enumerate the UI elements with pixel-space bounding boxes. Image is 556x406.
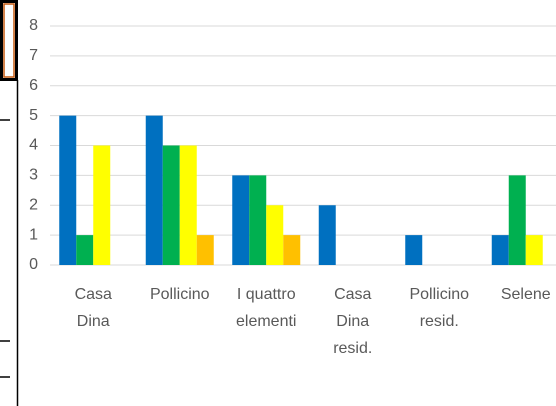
bar <box>405 235 423 265</box>
frame-inner <box>3 3 15 78</box>
bar <box>283 235 301 265</box>
x-tick-label: I quattro elementi <box>236 286 297 330</box>
y-tick-label: 4 <box>29 137 38 154</box>
bar <box>318 205 336 265</box>
bar <box>145 115 163 265</box>
y-tick-label: 7 <box>29 47 38 64</box>
bar <box>162 145 180 265</box>
y-tick-label: 0 <box>29 256 38 273</box>
bar <box>232 175 250 265</box>
y-tick-label: 1 <box>29 226 38 243</box>
bar <box>249 175 267 265</box>
bar <box>93 145 111 265</box>
bar <box>179 145 197 265</box>
x-tick-label: Casa Dina resid. <box>333 286 373 357</box>
x-tick-label: Selene <box>500 286 551 303</box>
y-tick-label: 3 <box>29 167 38 184</box>
x-tick-label: Pollicino resid. <box>409 286 470 330</box>
y-tick-label: 5 <box>29 107 38 124</box>
bar <box>508 175 526 265</box>
y-tick-label: 2 <box>29 196 38 213</box>
bar <box>76 235 94 265</box>
y-tick-label: 6 <box>29 77 38 94</box>
y-tick-label: 8 <box>29 17 38 34</box>
bar <box>266 205 284 265</box>
bar <box>59 115 77 265</box>
bar <box>196 235 214 265</box>
bar <box>525 235 543 265</box>
x-tick-label: Casa Dina <box>74 286 112 330</box>
x-tick-label: Pollicino <box>149 286 210 303</box>
frame <box>0 0 18 81</box>
bar <box>491 235 509 265</box>
